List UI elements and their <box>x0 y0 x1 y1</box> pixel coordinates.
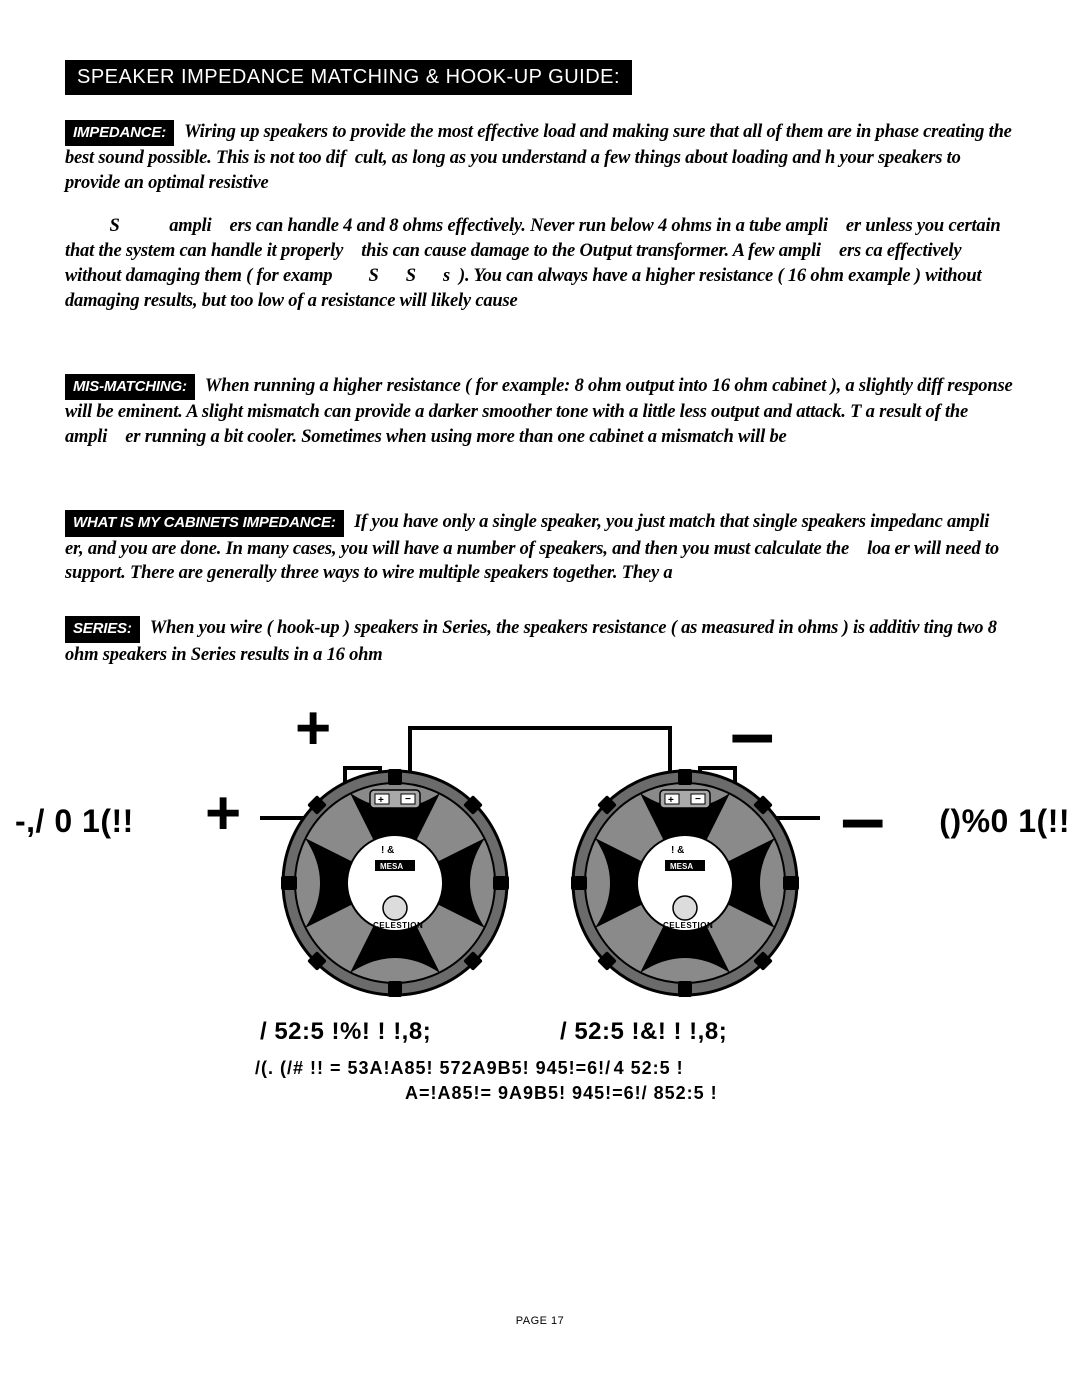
label-series: SERIES: <box>65 616 140 642</box>
text-mismatching: When running a higher resistance ( for e… <box>65 376 1012 447</box>
svg-text:+: + <box>668 795 674 806</box>
text-series: When you wire ( hook-up ) speakers in Se… <box>65 618 997 664</box>
section-impedance: IMPEDANCE: Wiring up speakers to provide… <box>65 120 1015 314</box>
page-title: SPEAKER IMPEDANCE MATCHING & HOOK-UP GUI… <box>65 60 632 95</box>
svg-text:+: + <box>378 795 384 806</box>
svg-text:−: − <box>695 794 701 805</box>
section-cabinet-impedance: WHAT IS MY CABINETS IMPEDANCE: If you ha… <box>65 510 1015 586</box>
series-note-2: A=!A85!= 9A9B5! 945!=6!/ 852:5 ! <box>405 1083 718 1104</box>
right-terminal-label: ()%0 1(!! <box>939 803 1070 840</box>
series-note-1: /(. (/# !! = 53A!A85! 572A9B5! 945!=6!/ … <box>255 1058 718 1079</box>
subbrand-text: CELESTION <box>373 921 423 930</box>
section-mismatching: MIS-MATCHING: When running a higher resi… <box>65 374 1015 450</box>
text-impedance-2a: S <box>109 216 119 236</box>
speaker-a: + − ! & MESA CELESTION <box>280 768 510 998</box>
svg-text:! &: ! & <box>671 845 684 856</box>
brand-text: MESA <box>380 862 403 871</box>
wiring-paths <box>130 708 950 968</box>
label-mismatching: MIS-MATCHING: <box>65 374 195 400</box>
speaker-b: + − ! & MESA CELESTION <box>570 768 800 998</box>
speaker-small-text: ! & <box>381 845 394 856</box>
text-impedance-2b: ampli ers can handle 4 and 8 ohms effect… <box>65 216 1001 311</box>
speaker-b-label: / 52:5 !&! ! !,8; <box>560 1018 727 1046</box>
page-number: PAGE 17 <box>0 1315 1080 1327</box>
label-cabimp: WHAT IS MY CABINETS IMPEDANCE: <box>65 510 344 536</box>
svg-text:−: − <box>405 794 411 805</box>
section-series: SERIES: When you wire ( hook-up ) speake… <box>65 616 1015 667</box>
label-impedance: IMPEDANCE: <box>65 120 174 146</box>
svg-text:CELESTION: CELESTION <box>663 921 713 930</box>
series-wiring-diagram: -,/ 0 1(!! ()%0 1(!! + – + – <box>130 708 950 1108</box>
left-terminal-label: -,/ 0 1(!! <box>15 803 134 840</box>
speaker-a-label: / 52:5 !%! ! !,8; <box>260 1018 431 1046</box>
svg-text:MESA: MESA <box>670 862 693 871</box>
text-impedance-1: Wiring up speakers to provide the most e… <box>65 122 1012 193</box>
